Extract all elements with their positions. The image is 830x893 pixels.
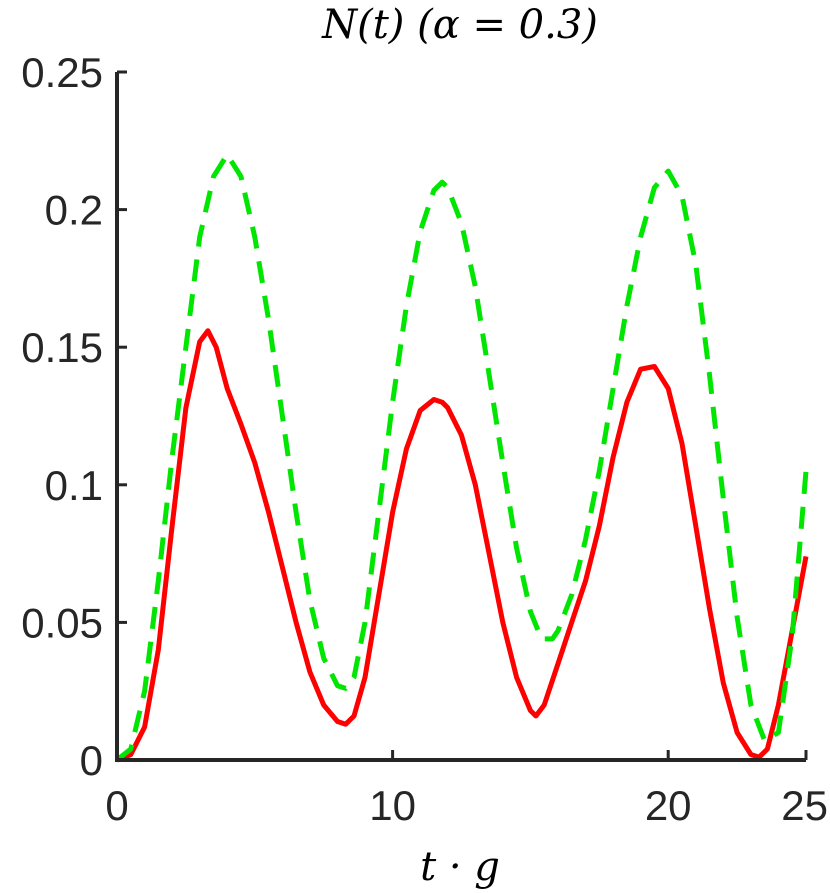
y-tick-label: 0.1 (45, 462, 103, 509)
y-tick-label: 0.05 (21, 599, 103, 646)
x-tick-label: 25 (781, 782, 828, 829)
series-line-1 (116, 328, 809, 763)
series-line-2 (115, 152, 809, 762)
x-tick-label: 10 (369, 782, 416, 829)
series-layer (115, 152, 809, 763)
x-tick-label: 20 (645, 782, 692, 829)
y-tick-label: 0 (80, 737, 103, 784)
y-tick-label: 0.2 (45, 187, 103, 234)
chart-title: N(t) (α = 0.3) (321, 2, 598, 48)
x-axis-label: t · g (420, 844, 500, 890)
tick-layer: 0 0.05 0.1 0.15 0.2 0.25 0 10 20 25 (21, 49, 828, 829)
y-tick-label: 0.15 (21, 324, 103, 371)
y-tick-label: 0.25 (21, 49, 103, 96)
x-tick-label: 0 (105, 782, 128, 829)
